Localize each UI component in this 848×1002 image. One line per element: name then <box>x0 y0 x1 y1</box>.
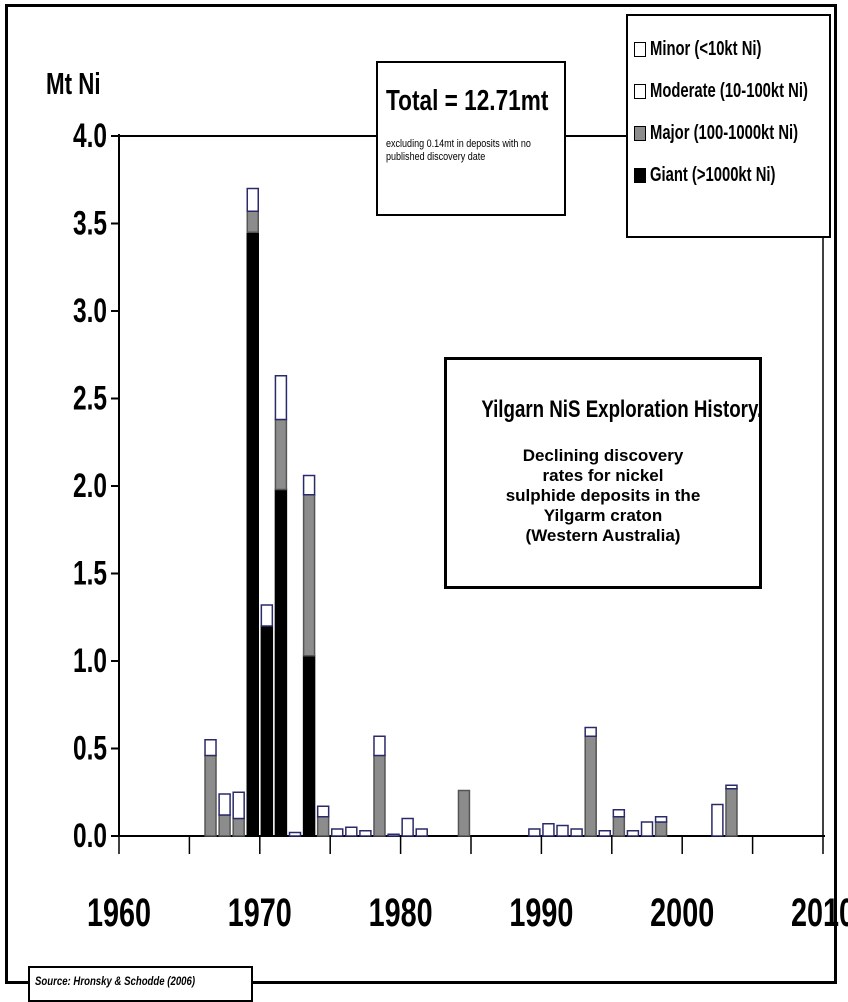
subtitle-line: sulphide deposits in the <box>505 486 701 505</box>
bar-segment-moderate <box>316 805 330 818</box>
y-axis-label: Mt Ni <box>46 66 101 101</box>
bar-segment-major <box>584 735 597 837</box>
subtitle-line: Declining discovery <box>522 446 684 465</box>
y-tick-label: 1.0 <box>73 642 107 680</box>
bar-segment-moderate <box>542 823 555 837</box>
bar-segment-moderate <box>359 830 372 837</box>
x-tick-label: 1990 <box>509 890 573 935</box>
bar-segment-major <box>373 754 386 837</box>
y-tick-label: 2.5 <box>73 380 107 418</box>
bar-segment-moderate <box>218 793 231 816</box>
bar-segment-moderate <box>302 474 316 496</box>
y-tick-label: 4.0 <box>73 117 107 155</box>
bar-segment-moderate <box>626 830 640 837</box>
chart-title: Yilgarn NiS Exploration History. <box>481 396 763 423</box>
legend-item-giant: Giant (>1000kt Ni) <box>634 154 829 196</box>
subtitle-line: (Western Australia) <box>525 526 681 545</box>
bar-segment-major <box>457 789 471 837</box>
bar-segment-major <box>232 817 245 837</box>
bar-segment-moderate <box>387 833 400 837</box>
bar-segment-moderate <box>570 828 583 837</box>
legend-swatch-minor <box>634 41 646 57</box>
bar-segment-major <box>654 821 668 837</box>
bar-segment-moderate <box>274 375 288 421</box>
y-tick-label: 3.0 <box>73 292 107 330</box>
x-tick-label: 1980 <box>369 890 433 935</box>
y-tick-label: 0.5 <box>73 730 107 768</box>
bar-segment-major <box>612 816 626 837</box>
bar-segment-moderate <box>246 187 260 212</box>
y-tick-label: 0.0 <box>73 817 107 855</box>
chart-title-box: Yilgarn NiS Exploration History. Declini… <box>444 357 762 589</box>
y-tick-label: 1.5 <box>73 555 107 593</box>
bar-segment-moderate <box>401 817 414 837</box>
legend-label-major: Major (100-1000kt Ni) <box>650 121 799 144</box>
legend-swatch-moderate <box>634 83 646 99</box>
bar-segment-major <box>218 814 231 837</box>
bar-segment-giant <box>274 488 288 837</box>
x-tick-label: 1970 <box>228 890 292 935</box>
bar-segment-moderate <box>640 821 654 837</box>
total-note: excluding 0.14mt in deposits with no pub… <box>386 138 531 163</box>
subtitle-line: Yilgarm craton <box>543 506 663 525</box>
chart-frame <box>5 4 837 984</box>
legend-item-moderate: Moderate (10-100kt Ni) <box>634 70 829 112</box>
x-tick-labels: 1960 1970 1980 1990 2000 2010 <box>87 890 848 935</box>
bar-segment-moderate <box>232 791 245 820</box>
x-tick-label: 1960 <box>87 890 151 935</box>
y-tick-label: 2.0 <box>73 467 107 505</box>
bar-segment-moderate <box>584 726 597 737</box>
bar-segment-major <box>246 210 260 233</box>
bar-segment-moderate <box>288 831 302 837</box>
legend-swatch-giant <box>634 167 646 183</box>
bar-segment-moderate <box>204 739 217 757</box>
legend-label-minor: Minor (<10kt Ni) <box>650 37 762 60</box>
legend: Minor (<10kt Ni) Moderate (10-100kt Ni) … <box>626 14 831 238</box>
source-text: Source: Hronsky & Schodde (2006) <box>35 974 196 988</box>
legend-item-major: Major (100-1000kt Ni) <box>634 112 829 154</box>
legend-label-giant: Giant (>1000kt Ni) <box>650 163 776 186</box>
bar-segment-moderate <box>260 604 274 627</box>
source-note: Source: Hronsky & Schodde (2006) <box>28 966 253 1002</box>
bar-segment-moderate <box>598 830 612 837</box>
bars <box>204 187 738 837</box>
bar-segment-moderate <box>330 828 344 837</box>
bar-segment-major <box>302 494 316 657</box>
bar-segment-moderate <box>654 816 668 823</box>
x-tick-label: 2010 <box>791 890 848 935</box>
x-tick-label: 2000 <box>650 890 714 935</box>
bar-segment-giant <box>260 625 274 837</box>
bar-segment-giant <box>302 655 316 837</box>
y-tick-labels: 0.0 0.5 1.0 1.5 2.0 2.5 3.0 3.5 4.0 <box>73 117 107 855</box>
bar-segment-giant <box>246 231 260 837</box>
bar-segment-moderate <box>711 803 724 837</box>
bar-segment-moderate <box>415 828 428 837</box>
total-annotation-box: Total = 12.71mt excluding 0.14mt in depo… <box>376 61 566 216</box>
legend-label-moderate: Moderate (10-100kt Ni) <box>650 79 808 102</box>
y-tick-label: 3.5 <box>73 205 107 243</box>
bar-segment-major <box>725 788 738 837</box>
bar-segment-moderate <box>612 809 626 818</box>
bar-segment-major <box>274 418 288 491</box>
bar-segment-major <box>204 754 217 837</box>
chart-subtitle: Declining discovery rates for nickel sul… <box>447 446 759 546</box>
bar-segment-major <box>316 816 330 837</box>
bar-segment-moderate <box>345 826 358 837</box>
bar-segment-moderate <box>725 784 738 790</box>
legend-swatch-major <box>634 125 646 141</box>
legend-item-minor: Minor (<10kt Ni) <box>634 28 829 70</box>
bar-segment-moderate <box>373 735 386 757</box>
bar-segment-moderate <box>556 824 569 837</box>
bar-segment-moderate <box>528 828 541 837</box>
subtitle-line: rates for nickel <box>542 466 664 485</box>
total-headline: Total = 12.71mt <box>386 85 549 117</box>
